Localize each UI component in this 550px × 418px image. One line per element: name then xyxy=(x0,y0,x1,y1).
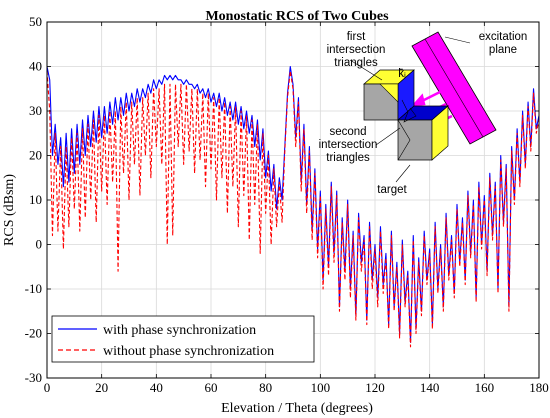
x-tick-label-140: 140 xyxy=(420,380,440,395)
inset-diagram: first intersection triangles second inte… xyxy=(319,31,528,196)
y-tick-labels: -30 -20 -10 0 10 20 30 40 50 xyxy=(25,14,42,385)
y-axis-label: RCS (dBsm) xyxy=(2,174,17,246)
second-triangles-lines xyxy=(397,119,411,161)
intersection-lines xyxy=(401,99,417,123)
first-triangles-label-1: first xyxy=(347,31,366,43)
second-triangles-label-3: triangles xyxy=(326,152,370,164)
y-tick-label--30: -30 xyxy=(25,370,42,385)
legend-label-with-sync: with phase synchronization xyxy=(103,323,256,338)
excitation-leader xyxy=(444,36,471,44)
excitation-plane-label-1: excitation xyxy=(479,31,528,43)
x-tick-label-100: 100 xyxy=(311,380,331,395)
x-tick-label-0: 0 xyxy=(44,380,51,395)
target-leader xyxy=(395,164,411,183)
y-tick-label-20: 20 xyxy=(29,148,42,163)
legend-box xyxy=(51,315,315,363)
bottom-cube-side-face xyxy=(431,105,449,161)
incident-arrowhead-1 xyxy=(410,93,426,107)
x-tick-label-60: 60 xyxy=(205,380,218,395)
y-tick-label-30: 30 xyxy=(29,103,42,118)
x-tick-label-180: 180 xyxy=(529,380,549,395)
excitation-plane-diagonal xyxy=(424,38,484,138)
target-label: target xyxy=(377,184,407,196)
y-tick-label-50: 50 xyxy=(29,14,42,29)
x-tick-label-20: 20 xyxy=(95,380,108,395)
k-vector-label: k̄ᵢ xyxy=(398,68,406,80)
y-tick-label--20: -20 xyxy=(25,326,42,341)
excitation-plane-label-2: plane xyxy=(489,44,517,56)
x-tick-label-160: 160 xyxy=(475,380,495,395)
chart-title: Monostatic RCS of Two Cubes xyxy=(205,9,389,24)
first-triangles-leader xyxy=(349,59,383,81)
axis-ticks xyxy=(46,21,540,379)
x-tick-label-80: 80 xyxy=(259,380,272,395)
second-triangles-label-2: intersection xyxy=(319,139,378,151)
x-axis-label: Elevation / Theta (degrees) xyxy=(221,401,373,416)
y-tick-label-40: 40 xyxy=(29,59,42,74)
y-tick-label-0: 0 xyxy=(36,237,43,252)
x-tick-label-120: 120 xyxy=(365,380,385,395)
second-triangles-leader xyxy=(375,127,401,146)
x-tick-label-40: 40 xyxy=(150,380,163,395)
bottom-cube-front-face xyxy=(397,119,433,161)
first-triangles-patch xyxy=(379,83,399,103)
legend-label-without-sync: without phase synchronization xyxy=(103,344,274,359)
y-tick-label--10: -10 xyxy=(25,281,42,296)
series-line-without-sync xyxy=(46,70,540,348)
second-triangles-label-1: second xyxy=(329,126,366,138)
y-tick-label-10: 10 xyxy=(29,192,42,207)
x-tick-labels: 0 20 40 60 80 100 120 140 160 180 xyxy=(44,380,549,395)
series-line-with-sync xyxy=(46,65,540,343)
first-triangles-label-2: intersection xyxy=(327,44,386,56)
series-layer xyxy=(46,65,540,348)
first-triangles-label-3: triangles xyxy=(334,57,378,69)
legend: with phase synchronization without phase… xyxy=(51,315,315,363)
